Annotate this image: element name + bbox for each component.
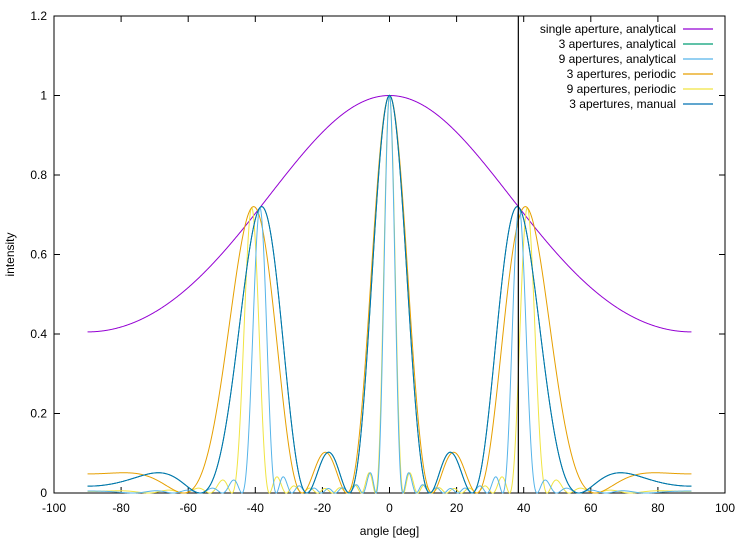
x-tick-label: 100 [715, 501, 735, 515]
x-tick-label: 20 [450, 501, 464, 515]
y-axis: 0 0.2 0.4 0.6 0.8 1 1.2 [30, 9, 725, 500]
series-line [87, 95, 692, 333]
legend-label: 3 apertures, manual [569, 97, 676, 111]
y-tick-label: 0.2 [30, 407, 47, 421]
x-tick-label: 60 [584, 501, 598, 515]
series-line [87, 94, 692, 494]
x-tick-label: -60 [180, 501, 198, 515]
series-line [87, 94, 692, 494]
y-tick-label: 0 [40, 486, 47, 500]
y-tick-label: 0.8 [30, 168, 47, 182]
y-tick-label: 1.2 [30, 9, 47, 23]
x-tick-label: -20 [314, 501, 332, 515]
y-tick-label: 1 [40, 89, 47, 103]
x-tick-label: -100 [42, 501, 66, 515]
legend-label: 9 apertures, periodic [567, 82, 676, 96]
x-tick-label: -40 [247, 501, 265, 515]
y-tick-label: 0.6 [30, 248, 47, 262]
y-tick-label: 0.4 [30, 327, 47, 341]
series-line [87, 94, 692, 494]
series-line [87, 94, 692, 494]
x-tick-label: 0 [386, 501, 393, 515]
legend-label: 3 apertures, analytical [559, 37, 676, 51]
x-axis: -100 -80 -60 -40 -20 0 20 40 60 80 100 [42, 16, 735, 515]
x-axis-label: angle [deg] [360, 524, 419, 538]
x-tick-label: 80 [651, 501, 665, 515]
x-tick-label: 40 [517, 501, 531, 515]
y-axis-label: intensity [3, 232, 17, 276]
series-layer [87, 93, 692, 494]
legend-label: single aperture, analytical [540, 22, 676, 36]
legend-label: 3 apertures, periodic [567, 67, 676, 81]
series-line [87, 93, 692, 494]
legend-label: 9 apertures, analytical [559, 52, 676, 66]
x-tick-label: -80 [112, 501, 130, 515]
